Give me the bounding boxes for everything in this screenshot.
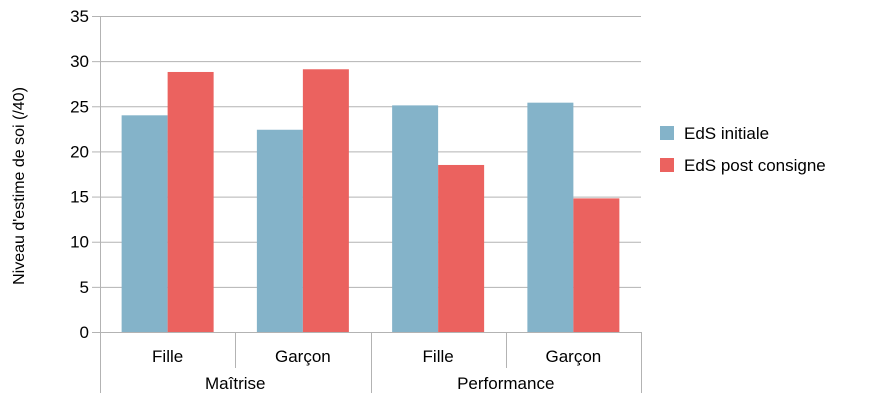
bar: [392, 105, 439, 332]
legend-label: EdS initiale: [684, 124, 769, 143]
y-tick-label: 5: [80, 278, 89, 297]
bar: [438, 164, 485, 332]
y-tick-label: 20: [70, 142, 89, 161]
bar: [573, 198, 620, 332]
x-tick-label: Garçon: [546, 347, 602, 366]
legend-label: EdS post consigne: [684, 156, 826, 175]
y-tick-label: 0: [80, 323, 89, 342]
x-tick-label: Fille: [152, 347, 183, 366]
y-tick-label: 35: [70, 7, 89, 26]
legend-swatch: [660, 158, 674, 172]
x-group-label: Maîtrise: [205, 374, 265, 393]
y-tick-label: 15: [70, 188, 89, 207]
bar: [302, 69, 349, 333]
y-tick-label: 10: [70, 233, 89, 252]
x-group-label: Performance: [457, 374, 554, 393]
x-axis: Fille Garçon Maîtrise Fille Garçon Performanc…: [100, 332, 642, 393]
y-tick-label: 30: [70, 52, 89, 71]
bar: [527, 102, 574, 332]
x-tick-label: Fille: [423, 347, 454, 366]
bar: [256, 129, 303, 332]
y-axis-title: Niveau d'estime de soi (/40): [11, 87, 28, 285]
y-axis-ticks: 0 5 10 15 20 25 30 35: [70, 7, 100, 342]
bar: [167, 71, 214, 332]
legend-swatch: [660, 126, 674, 140]
legend: EdS initiale EdS post consigne: [660, 124, 826, 175]
bars: [100, 16, 620, 333]
x-tick-label: Garçon: [275, 347, 331, 366]
bar: [121, 115, 168, 332]
y-tick-label: 25: [70, 97, 89, 116]
